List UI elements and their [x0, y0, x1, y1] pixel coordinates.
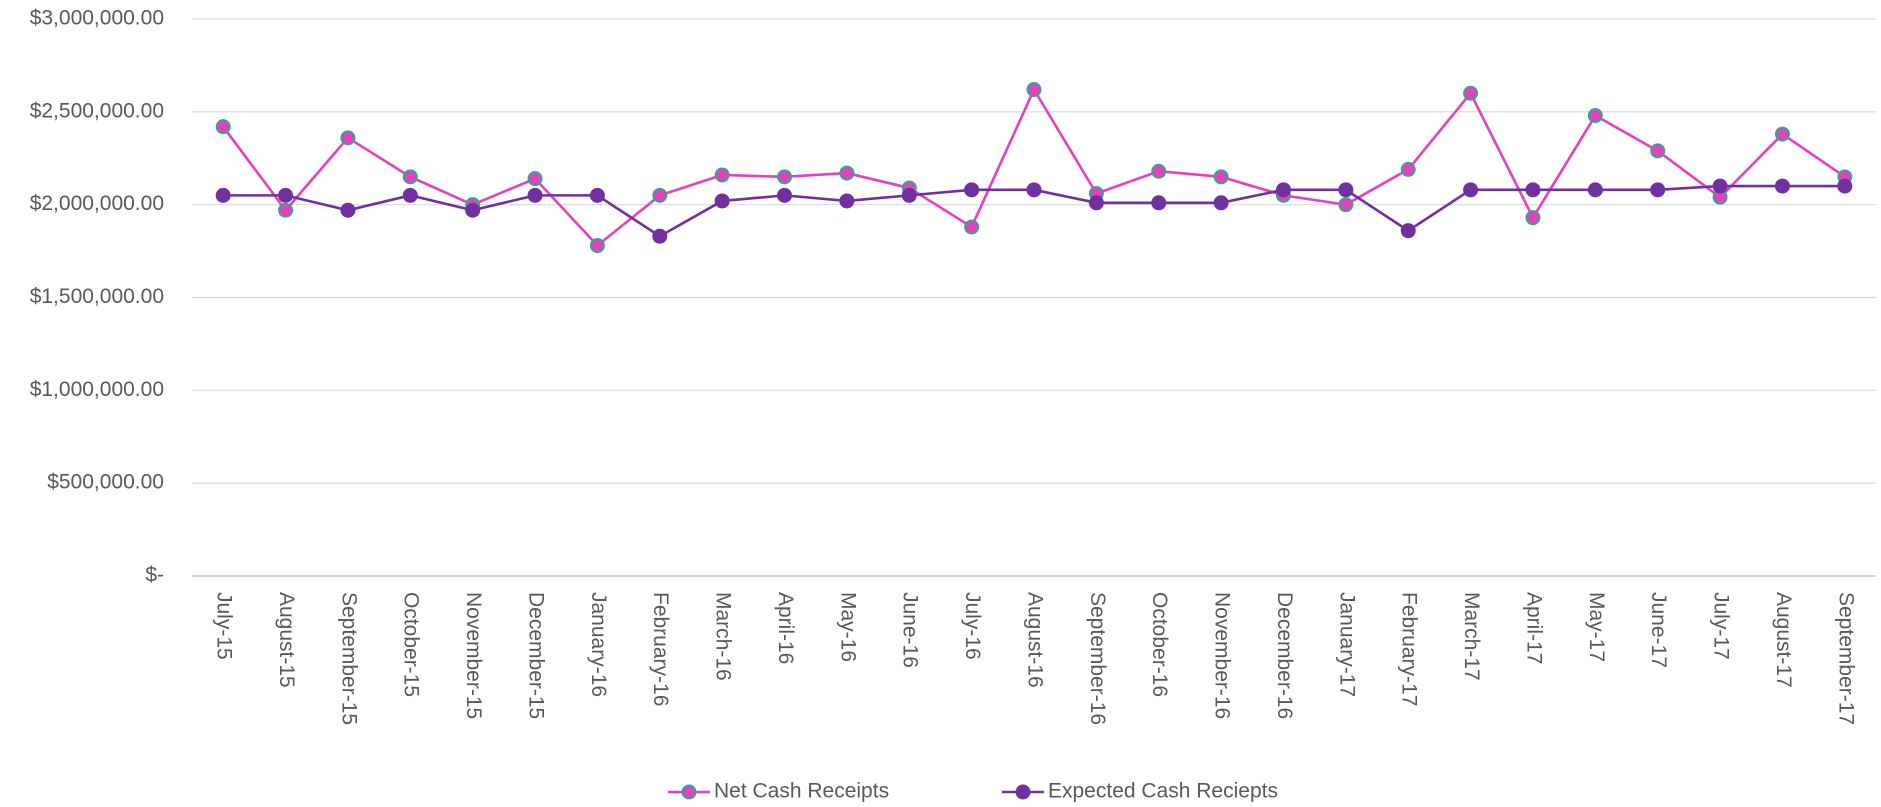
x-tick-label: September-17: [1834, 592, 1857, 725]
point: [964, 182, 980, 198]
point: [340, 130, 356, 146]
x-tick-label: December-16: [1273, 592, 1296, 719]
y-tick-label: $-: [145, 564, 164, 587]
legend-marker: [1015, 784, 1031, 800]
x-tick-label: October-16: [1148, 592, 1171, 697]
point: [1463, 85, 1479, 101]
point: [1338, 182, 1354, 198]
x-tick-label: June-16: [899, 592, 922, 668]
x-tick-label: July-15: [213, 592, 236, 660]
point: [652, 228, 668, 244]
y-tick-label: $2,500,000.00: [30, 99, 164, 122]
x-tick-label: September-16: [1086, 592, 1109, 725]
point: [1587, 108, 1603, 124]
point: [839, 193, 855, 209]
x-tick-label: September-15: [337, 592, 360, 725]
point: [1088, 195, 1104, 211]
point: [964, 219, 980, 235]
point: [1712, 178, 1728, 194]
y-tick-label: $1,000,000.00: [30, 378, 164, 401]
point: [215, 187, 231, 203]
point: [1026, 182, 1042, 198]
x-tick-label: April-16: [774, 592, 797, 664]
point: [215, 119, 231, 135]
point: [1774, 178, 1790, 194]
point: [1400, 161, 1416, 177]
point: [652, 187, 668, 203]
x-tick-label: May-16: [836, 592, 859, 662]
point: [1275, 182, 1291, 198]
legend-label: Net Cash Receipts: [714, 780, 889, 803]
point: [465, 202, 481, 218]
x-tick-label: December-15: [524, 592, 547, 719]
x-tick-label: March-17: [1460, 592, 1483, 681]
x-tick-label: July-16: [961, 592, 984, 660]
x-tick-label: August-15: [275, 592, 298, 688]
y-tick-label: $500,000.00: [47, 471, 164, 494]
point: [1213, 169, 1229, 185]
x-tick-label: February-17: [1398, 592, 1421, 706]
point: [1151, 195, 1167, 211]
y-tick-label: $3,000,000.00: [30, 7, 164, 30]
point: [589, 187, 605, 203]
point: [777, 169, 793, 185]
y-tick-label: $2,000,000.00: [30, 192, 164, 215]
point: [1525, 182, 1541, 198]
point: [1525, 210, 1541, 226]
y-tick-label: $1,500,000.00: [30, 285, 164, 308]
point: [1463, 182, 1479, 198]
point: [714, 167, 730, 183]
x-tick-label: August-17: [1772, 592, 1795, 688]
point: [1151, 163, 1167, 179]
x-tick-label: May-17: [1585, 592, 1608, 662]
x-tick-label: November-15: [462, 592, 485, 719]
point: [777, 187, 793, 203]
point: [589, 238, 605, 254]
x-tick-label: October-15: [400, 592, 423, 697]
x-tick-label: April-17: [1522, 592, 1545, 664]
point: [1400, 223, 1416, 239]
point: [839, 165, 855, 181]
x-tick-label: August-16: [1023, 592, 1046, 688]
point: [278, 187, 294, 203]
x-tick-label: January-17: [1335, 592, 1358, 697]
x-tick-label: March-16: [712, 592, 735, 681]
point: [1587, 182, 1603, 198]
x-tick-label: July-17: [1710, 592, 1733, 660]
point: [1650, 182, 1666, 198]
point: [901, 187, 917, 203]
point: [1837, 178, 1853, 194]
legend-label: Expected Cash Reciepts: [1048, 780, 1278, 803]
point: [714, 193, 730, 209]
x-tick-label: November-16: [1211, 592, 1234, 719]
point: [340, 202, 356, 218]
point: [1338, 197, 1354, 213]
point: [1026, 82, 1042, 98]
legend-marker: [681, 784, 697, 800]
x-tick-label: January-16: [587, 592, 610, 697]
point: [278, 202, 294, 218]
point: [1774, 126, 1790, 142]
point: [527, 187, 543, 203]
x-tick-label: February-16: [649, 592, 672, 706]
point: [527, 171, 543, 187]
point: [1213, 195, 1229, 211]
point: [1650, 143, 1666, 159]
x-tick-label: June-17: [1647, 592, 1670, 668]
point: [402, 187, 418, 203]
point: [402, 169, 418, 185]
